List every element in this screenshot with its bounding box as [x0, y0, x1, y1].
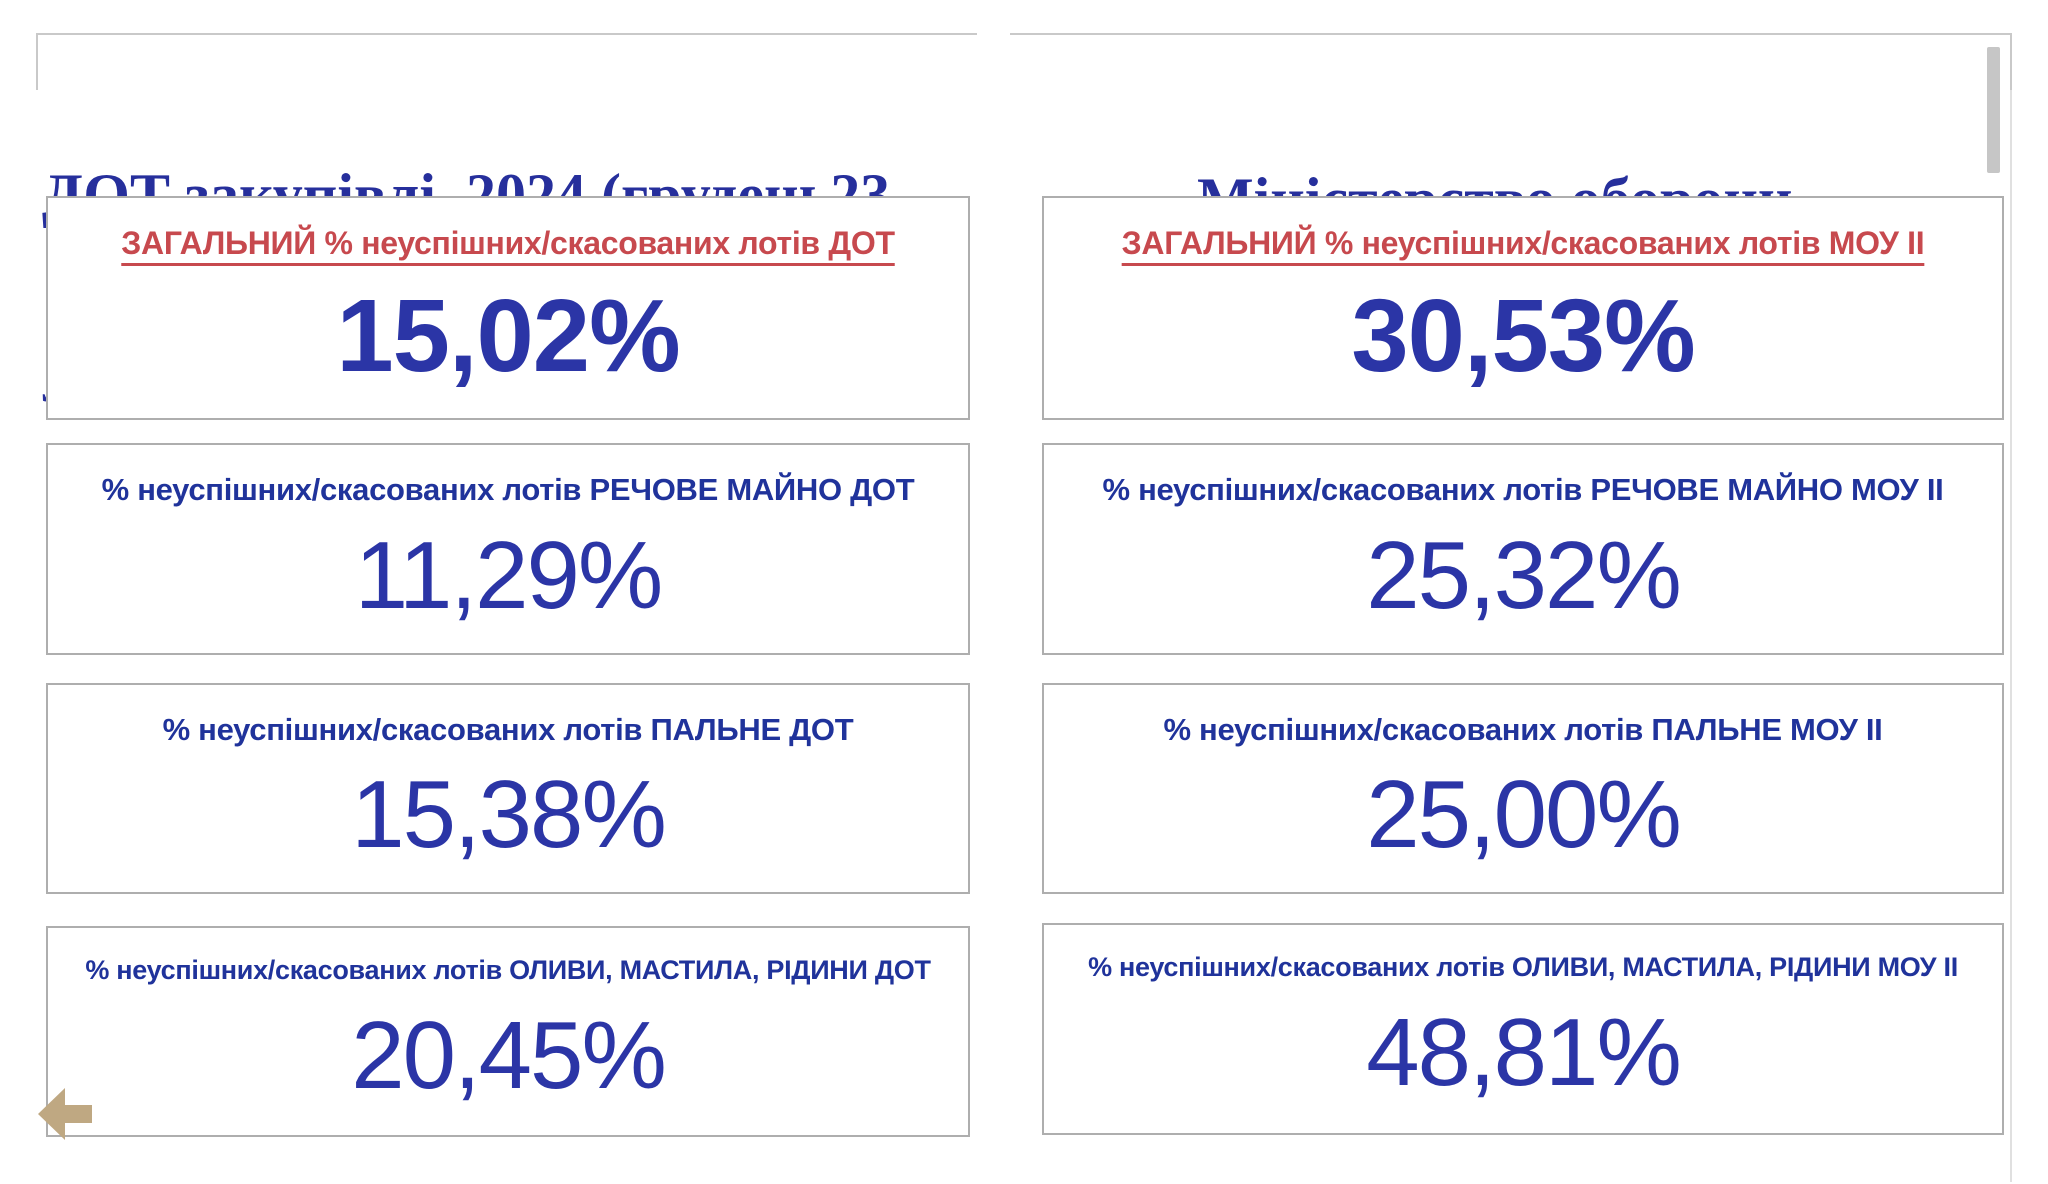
stat-label: % неуспішних/скасованих лотів РЕЧОВЕ МАЙ…	[101, 472, 915, 507]
stat-card-clothing-dot: % неуспішних/скасованих лотів РЕЧОВЕ МАЙ…	[46, 443, 970, 655]
scrollbar-thumb[interactable]	[1987, 47, 2000, 173]
stat-label: % неуспішних/скасованих лотів ОЛИВИ, МАС…	[1088, 952, 1958, 982]
left-panel-top-border	[36, 33, 977, 35]
stat-card-oils-mou: % неуспішних/скасованих лотів ОЛИВИ, МАС…	[1042, 923, 2004, 1135]
stat-value: 20,45%	[351, 1001, 667, 1109]
right-panel-top-border	[1010, 33, 2010, 35]
stat-card-oils-dot: % неуспішних/скасованих лотів ОЛИВИ, МАС…	[46, 926, 970, 1137]
stat-card-total-dot: ЗАГАЛЬНИЙ % неуспішних/скасованих лотів …	[46, 196, 970, 420]
stat-value: 48,81%	[1366, 999, 1682, 1107]
stat-value: 15,38%	[351, 761, 667, 869]
stat-value: 25,32%	[1366, 521, 1682, 629]
stat-label: ЗАГАЛЬНИЙ % неуспішних/скасованих лотів …	[121, 225, 895, 261]
stat-card-fuel-dot: % неуспішних/скасованих лотів ПАЛЬНЕ ДОТ…	[46, 683, 970, 894]
right-panel-right-border-top	[2010, 33, 2012, 90]
stat-value: 15,02%	[336, 277, 680, 393]
stat-value: 30,53%	[1351, 277, 1695, 393]
stat-label: % неуспішних/скасованих лотів ПАЛЬНЕ ДОТ	[162, 712, 854, 747]
stat-value: 25,00%	[1366, 761, 1682, 869]
stat-label: % неуспішних/скасованих лотів ОЛИВИ, МАС…	[85, 955, 931, 985]
stat-card-total-mou: ЗАГАЛЬНИЙ % неуспішних/скасованих лотів …	[1042, 196, 2004, 420]
right-panel-right-border	[2010, 33, 2012, 1182]
stat-label: % неуспішних/скасованих лотів РЕЧОВЕ МАЙ…	[1102, 472, 1944, 507]
back-arrow-icon[interactable]	[38, 1088, 92, 1140]
stat-card-clothing-mou: % неуспішних/скасованих лотів РЕЧОВЕ МАЙ…	[1042, 443, 2004, 655]
stat-label: % неуспішних/скасованих лотів ПАЛЬНЕ МОУ…	[1163, 712, 1883, 747]
stat-card-fuel-mou: % неуспішних/скасованих лотів ПАЛЬНЕ МОУ…	[1042, 683, 2004, 894]
stat-value: 11,29%	[354, 521, 663, 629]
left-panel-left-border	[36, 33, 38, 90]
stat-label: ЗАГАЛЬНИЙ % неуспішних/скасованих лотів …	[1121, 225, 1925, 261]
